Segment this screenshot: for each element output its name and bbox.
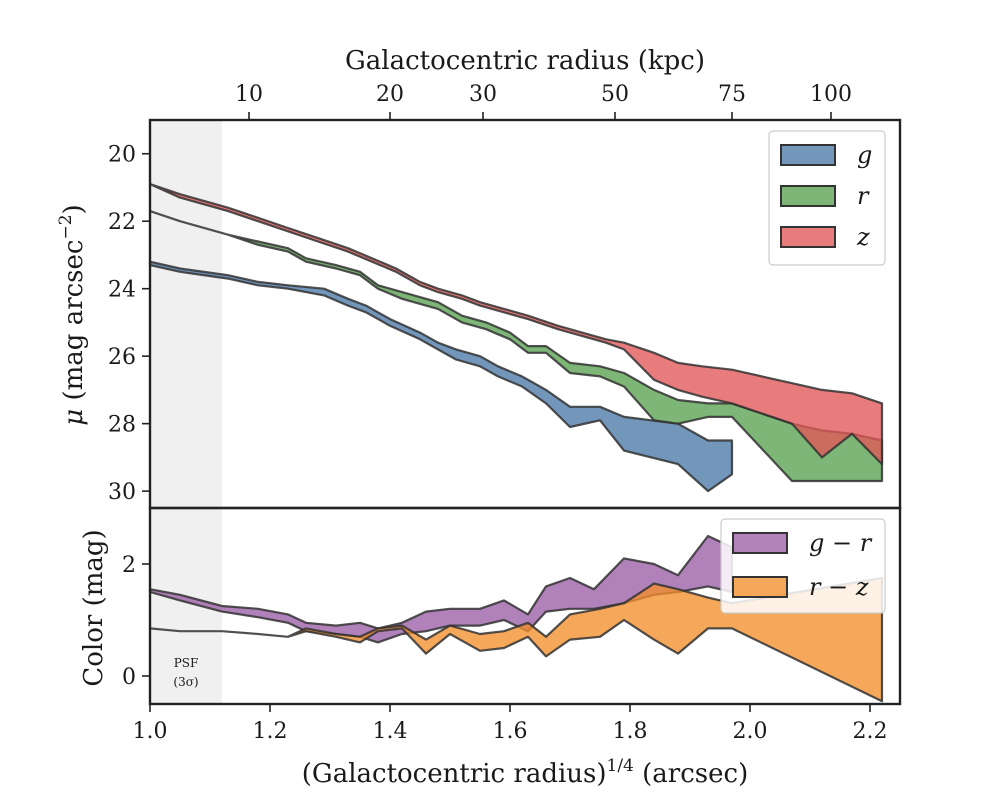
top-y-axis-label: μ (mag arcsec−2) xyxy=(56,204,89,425)
y-tick-label: 22 xyxy=(108,210,136,235)
x-tick-label: 1.8 xyxy=(613,719,648,744)
x-tick-label: 1.0 xyxy=(133,719,168,744)
x-label-suffix: (arcsec) xyxy=(634,759,748,789)
y-tick-label: 30 xyxy=(108,480,136,505)
bottom-y-axis-label: Color (mag) xyxy=(79,529,109,686)
y-label-mu: μ xyxy=(59,409,89,426)
top-x-tick-label: 10 xyxy=(235,82,263,107)
legend-label-minus: − xyxy=(820,573,855,601)
legend-swatch xyxy=(732,576,788,598)
legend-label-minus: − xyxy=(824,529,859,557)
top-x-tick-label: 30 xyxy=(469,82,497,107)
legend-label: r − z xyxy=(809,573,869,601)
legend-label: z xyxy=(856,223,870,251)
top-x-tick-label: 50 xyxy=(601,82,629,107)
bottom-panel-frame xyxy=(148,506,902,706)
legend-swatch xyxy=(780,226,836,248)
legend-label-part-b: r xyxy=(860,529,873,557)
series-band-g xyxy=(148,260,734,493)
x-tick-label: 1.6 xyxy=(493,719,528,744)
psf-label-line1: PSF xyxy=(174,656,199,670)
legend-label-part-b: z xyxy=(855,573,869,601)
legend-label: r xyxy=(857,182,870,210)
y-tick-label: 28 xyxy=(108,413,136,438)
color-y-tick-label: 2 xyxy=(122,553,136,578)
legend-label: g xyxy=(857,141,872,169)
axis-ticks: 1.0 1.2 1.4 1.6 1.8 2.0 2.210 20 30 50 75 100202224… xyxy=(108,82,888,744)
x-tick-label: 1.2 xyxy=(253,719,288,744)
legend-label-part-a: r xyxy=(809,573,822,601)
legend-label-part-a: g xyxy=(809,529,824,557)
x-tick-label: 1.4 xyxy=(373,719,408,744)
legend-swatch xyxy=(780,185,836,207)
color-y-tick-label: 0 xyxy=(122,665,136,690)
series-band-r-z xyxy=(148,576,884,703)
surface-brightness-series xyxy=(148,183,884,493)
y-label-close: ) xyxy=(59,204,89,214)
y-tick-label: 26 xyxy=(108,345,136,370)
y-label-superscript: −2 xyxy=(56,214,76,239)
top-x-tick-label: 75 xyxy=(718,82,746,107)
top-x-axis-label: Galactocentric radius (kpc) xyxy=(345,46,705,76)
series-band-z xyxy=(148,183,884,466)
legend-label: g − r xyxy=(809,529,873,557)
top-x-tick-label: 20 xyxy=(376,82,404,107)
psf-label-line2: (3σ) xyxy=(173,675,198,689)
x-tick-label: 2.2 xyxy=(853,719,888,744)
y-label-rest: (mag arcsec xyxy=(59,240,89,409)
legend-swatch xyxy=(780,144,836,166)
top-x-tick-label: 100 xyxy=(810,82,852,107)
x-label-superscript: 1/4 xyxy=(607,756,634,776)
legend-swatch xyxy=(732,532,788,554)
x-tick-label: 2.0 xyxy=(733,719,768,744)
y-tick-label: 20 xyxy=(108,143,136,168)
psf-region-top xyxy=(150,120,222,508)
x-label-main: (Galactocentric radius) xyxy=(302,759,607,789)
bottom-x-axis-label: (Galactocentric radius)1/4 (arcsec) xyxy=(302,756,748,789)
y-tick-label: 24 xyxy=(108,278,136,303)
